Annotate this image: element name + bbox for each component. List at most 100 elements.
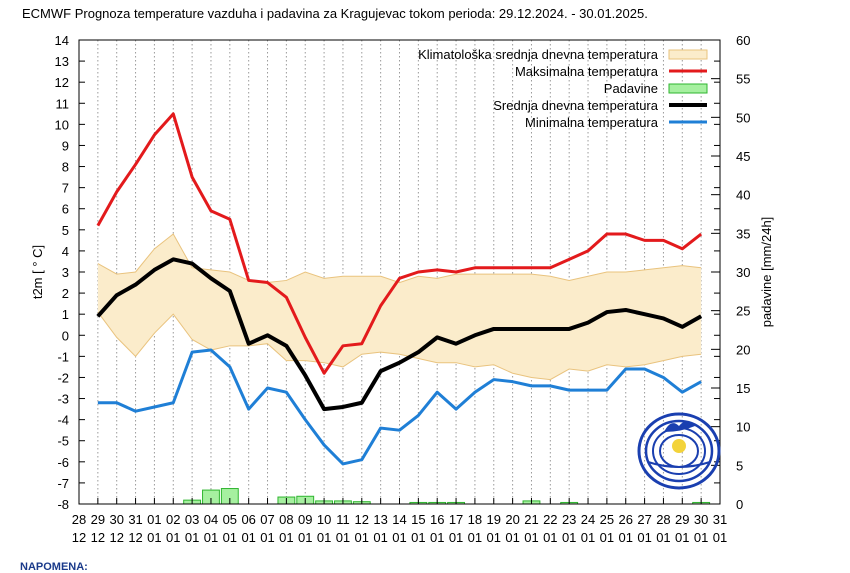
x-tick-month: 01 bbox=[223, 530, 237, 545]
x-tick-month: 12 bbox=[72, 530, 86, 545]
rhmz-logo-icon bbox=[637, 412, 721, 490]
x-tick-day: 30 bbox=[694, 512, 708, 527]
legend-label-mean: Srednja dnevna temperatura bbox=[493, 98, 659, 113]
y2-axis-ticks: 0 5 10 15 20 25 30 35 40 45 50 55 60 bbox=[711, 33, 750, 512]
y2-tick-label: 55 bbox=[736, 72, 750, 87]
y2-tick-label: 10 bbox=[736, 420, 750, 435]
x-tick-month: 12 bbox=[128, 530, 142, 545]
x-tick-month: 01 bbox=[260, 530, 274, 545]
x-tick-day: 28 bbox=[72, 512, 86, 527]
x-tick-day: 02 bbox=[166, 512, 180, 527]
x-tick-day: 30 bbox=[109, 512, 123, 527]
climate-band-lower bbox=[97, 311, 702, 381]
x-tick-month: 12 bbox=[91, 530, 105, 545]
legend-swatch-climate bbox=[668, 49, 708, 60]
x-tick-month: 12 bbox=[109, 530, 123, 545]
y-axis-label: t2m [ ° C] bbox=[30, 245, 45, 299]
legend-label-min: Minimalna temperatura bbox=[525, 115, 659, 130]
x-tick-day: 14 bbox=[392, 512, 406, 527]
x-tick-day: 18 bbox=[468, 512, 482, 527]
y2-tick-label: 15 bbox=[736, 381, 750, 396]
x-tick-day: 29 bbox=[675, 512, 689, 527]
x-tick-day: 22 bbox=[543, 512, 557, 527]
y2-tick-label: 35 bbox=[736, 226, 750, 241]
y-tick-label: 3 bbox=[62, 265, 69, 280]
y-tick-label: -7 bbox=[57, 476, 69, 491]
y-tick-label: 10 bbox=[55, 117, 69, 132]
x-tick-day: 03 bbox=[185, 512, 199, 527]
x-tick-month: 01 bbox=[619, 530, 633, 545]
x-tick-month: 01 bbox=[656, 530, 670, 545]
chart-title: ECMWF Prognoza temperature vazduha i pad… bbox=[22, 6, 648, 21]
x-tick-month: 01 bbox=[449, 530, 463, 545]
y-tick-label: 14 bbox=[55, 33, 69, 48]
y-tick-label: -1 bbox=[57, 349, 69, 364]
x-tick-day: 29 bbox=[91, 512, 105, 527]
x-tick-day: 31 bbox=[128, 512, 142, 527]
x-tick-day: 21 bbox=[524, 512, 538, 527]
x-tick-month: 01 bbox=[468, 530, 482, 545]
legend-label-precip: Padavine bbox=[604, 81, 658, 96]
x-tick-month: 01 bbox=[147, 530, 161, 545]
x-tick-month: 01 bbox=[543, 530, 557, 545]
footer-note: NAPOMENA: bbox=[20, 561, 88, 573]
x-tick-day: 27 bbox=[637, 512, 651, 527]
y-tick-label: 11 bbox=[56, 96, 70, 111]
x-tick-month: 01 bbox=[581, 530, 595, 545]
legend: Klimatološka srednja dnevna temperatura M… bbox=[418, 47, 708, 130]
x-axis-ticks: 28 12 29 12 30 12 31 12 01 01 02 01 03 01 04 01 05 01 06 01… bbox=[72, 498, 727, 545]
x-tick-month: 01 bbox=[279, 530, 293, 545]
y-tick-label: 1 bbox=[62, 307, 69, 322]
y2-tick-label: 25 bbox=[736, 304, 750, 319]
x-tick-day: 05 bbox=[223, 512, 237, 527]
y-tick-label: 5 bbox=[62, 223, 69, 238]
x-tick-day: 23 bbox=[562, 512, 576, 527]
x-tick-month: 01 bbox=[355, 530, 369, 545]
x-tick-month: 01 bbox=[298, 530, 312, 545]
x-tick-day: 28 bbox=[656, 512, 670, 527]
series-line-min bbox=[97, 348, 702, 466]
y2-tick-label: 40 bbox=[736, 188, 750, 203]
x-tick-day: 06 bbox=[241, 512, 255, 527]
x-tick-month: 01 bbox=[430, 530, 444, 545]
y2-tick-label: 45 bbox=[736, 149, 750, 164]
y-tick-label: 8 bbox=[62, 160, 69, 175]
x-tick-month: 01 bbox=[166, 530, 180, 545]
x-tick-day: 25 bbox=[600, 512, 614, 527]
x-tick-day: 11 bbox=[336, 512, 350, 527]
x-tick-month: 01 bbox=[392, 530, 406, 545]
x-tick-day: 13 bbox=[373, 512, 387, 527]
y-tick-label: -6 bbox=[57, 455, 69, 470]
x-tick-day: 15 bbox=[411, 512, 425, 527]
x-tick-day: 04 bbox=[204, 512, 218, 527]
x-tick-day: 16 bbox=[430, 512, 444, 527]
x-tick-day: 09 bbox=[298, 512, 312, 527]
legend-swatch-precip bbox=[668, 83, 708, 94]
x-tick-day: 26 bbox=[619, 512, 633, 527]
y-tick-label: 12 bbox=[55, 75, 69, 90]
y2-tick-label: 60 bbox=[736, 33, 750, 48]
y-tick-label: 2 bbox=[62, 286, 69, 301]
x-tick-month: 01 bbox=[373, 530, 387, 545]
y-tick-label: -4 bbox=[57, 413, 69, 428]
y-tick-label: -3 bbox=[57, 392, 69, 407]
y2-axis-label: padavine [mm/24h] bbox=[759, 217, 774, 328]
y2-tick-label: 30 bbox=[736, 265, 750, 280]
y-tick-label: 13 bbox=[55, 54, 69, 69]
x-tick-month: 01 bbox=[675, 530, 689, 545]
x-tick-day: 20 bbox=[505, 512, 519, 527]
x-tick-month: 01 bbox=[524, 530, 538, 545]
y-tick-label: -5 bbox=[57, 434, 69, 449]
x-tick-month: 01 bbox=[600, 530, 614, 545]
x-tick-day: 10 bbox=[317, 512, 331, 527]
x-tick-day: 31 bbox=[713, 512, 727, 527]
x-tick-day: 01 bbox=[147, 512, 161, 527]
y-tick-label: 4 bbox=[62, 244, 69, 259]
y-tick-label: 9 bbox=[62, 138, 69, 153]
series-line-mean bbox=[96, 257, 703, 412]
x-tick-month: 01 bbox=[241, 530, 255, 545]
x-tick-month: 01 bbox=[411, 530, 425, 545]
x-tick-month: 01 bbox=[204, 530, 218, 545]
y-tick-label: 6 bbox=[62, 202, 69, 217]
